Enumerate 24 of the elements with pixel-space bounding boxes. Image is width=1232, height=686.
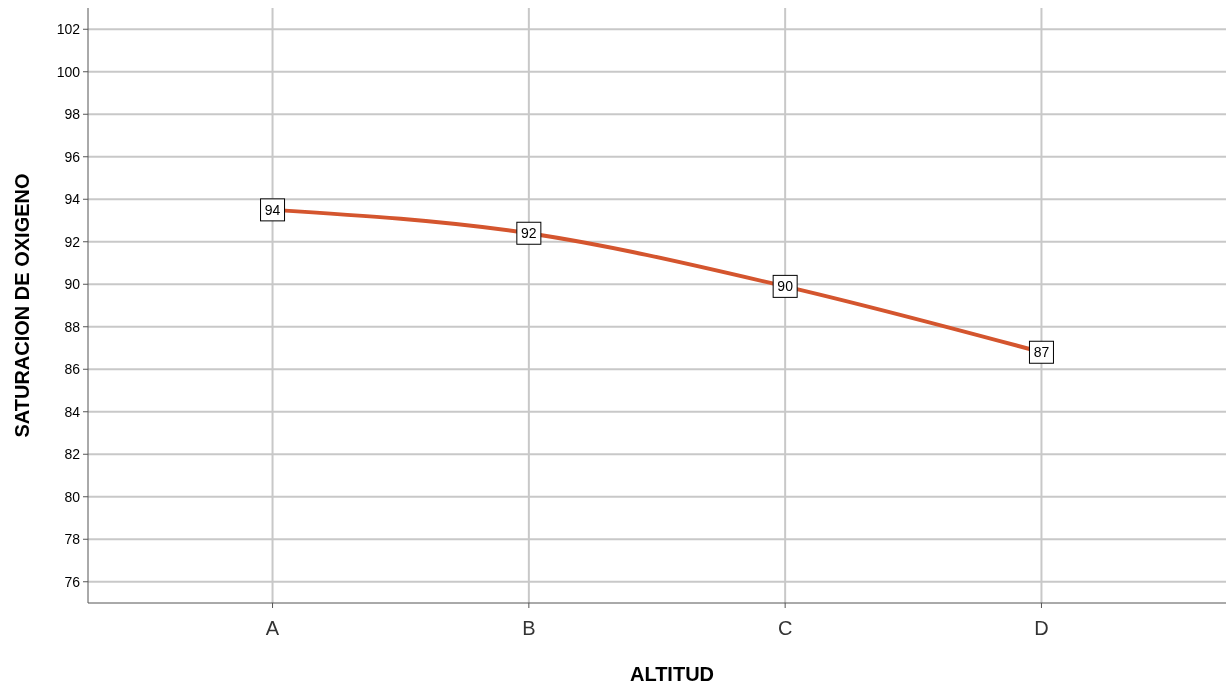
y-axis-title: SATURACION DE OXIGENO — [11, 173, 33, 438]
data-label: 90 — [777, 278, 794, 295]
y-tick-label: 76 — [64, 573, 81, 590]
x-tick-label: B — [522, 617, 536, 639]
x-tick-label: C — [777, 617, 793, 639]
data-label: 94 — [264, 201, 281, 218]
y-tick-label: 92 — [64, 233, 81, 250]
data-label: 92 — [521, 225, 537, 242]
x-axis-title: ALTITUD — [629, 663, 715, 685]
y-tick-label: 82 — [64, 446, 81, 463]
y-tick-label: 78 — [64, 531, 81, 548]
y-tick-label: 102 — [56, 21, 81, 38]
data-label: 87 — [1033, 344, 1050, 361]
y-tick-label: 84 — [64, 403, 81, 420]
x-tick-label: D — [1034, 617, 1049, 639]
y-tick-label: 94 — [64, 191, 81, 208]
y-tick-label: 100 — [56, 63, 81, 80]
y-tick-label: 86 — [64, 361, 81, 378]
y-tick-label: 80 — [64, 488, 81, 505]
y-tick-label: 90 — [64, 276, 81, 293]
y-tick-label: 98 — [64, 106, 81, 123]
y-tick-label: 96 — [64, 148, 81, 165]
x-tick-label: A — [265, 617, 280, 639]
y-tick-label: 88 — [64, 318, 81, 335]
